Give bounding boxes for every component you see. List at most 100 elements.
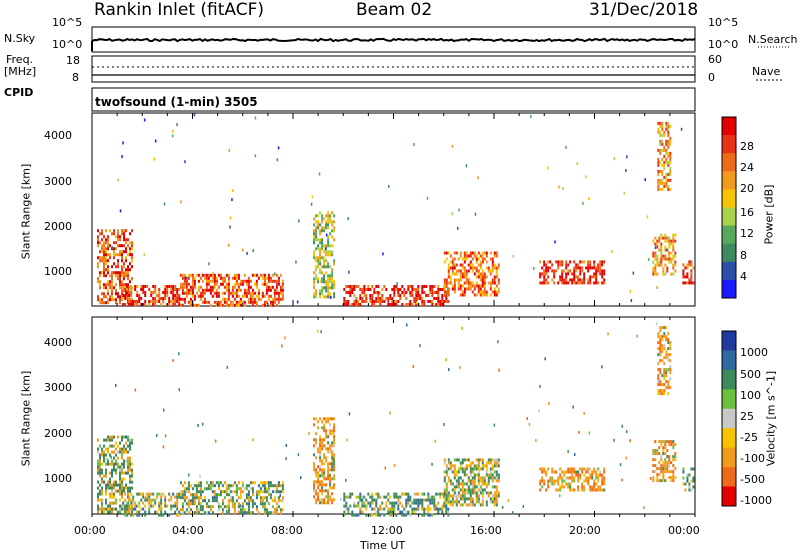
heatmap-cell: [317, 492, 320, 496]
heatmap-cell: [313, 465, 316, 469]
heatmap-cell: [421, 507, 424, 511]
power-cbar-tick: 12: [740, 227, 754, 240]
heatmap-cell: [131, 510, 133, 514]
heatmap-cell: [277, 499, 280, 503]
heatmap-cell: [435, 291, 438, 294]
heatmap-cell: [148, 300, 151, 303]
heatmap-cell: [636, 334, 638, 338]
heatmap-cell: [593, 485, 596, 489]
heatmap-cell: [672, 473, 675, 477]
heatmap-cell: [277, 294, 280, 298]
heatmap-cell: [317, 238, 320, 242]
heatmap-cell: [668, 242, 671, 246]
heatmap-cell: [664, 233, 667, 237]
heatmap-cell: [419, 294, 422, 297]
heatmap-cell: [543, 281, 546, 285]
heatmap-cell: [599, 470, 602, 474]
heatmap-cell: [479, 485, 482, 489]
heatmap-cell: [481, 284, 484, 288]
heatmap-cell: [263, 273, 266, 277]
heatmap-cell: [331, 459, 334, 463]
heatmap-cell: [99, 280, 101, 284]
heatmap-cell: [138, 300, 141, 303]
heatmap-cell: [103, 262, 105, 266]
heatmap-cell: [447, 251, 450, 255]
heatmap-cell: [686, 272, 689, 276]
heatmap-cell: [109, 286, 111, 290]
heatmap-cell: [661, 127, 664, 131]
heatmap-cell: [313, 241, 316, 245]
heatmap-cell: [483, 464, 486, 468]
heatmap-cell: [275, 273, 278, 277]
heatmap-cell: [471, 497, 474, 501]
heatmap-cell: [223, 490, 226, 494]
heatmap-cell: [551, 278, 554, 282]
heatmap-cell: [682, 275, 685, 279]
heatmap-cell: [667, 160, 670, 164]
heatmap-cell: [471, 479, 474, 483]
heatmap-cell: [130, 300, 133, 303]
heatmap-cell: [375, 510, 378, 514]
heatmap-cell: [567, 263, 570, 267]
heatmap-cell: [203, 487, 206, 491]
heatmap-cell: [539, 275, 542, 279]
heatmap-cell: [130, 513, 133, 517]
heatmap-cell: [477, 464, 480, 468]
heatmap-cell: [557, 476, 560, 480]
heatmap-cell: [123, 465, 125, 469]
heatmap-cell: [405, 498, 408, 502]
heatmap-cell: [333, 465, 336, 469]
heatmap-cell: [166, 291, 169, 294]
heatmap-cell: [115, 468, 117, 472]
heatmap-cell: [111, 295, 113, 299]
heatmap-cell: [97, 244, 99, 248]
heatmap-cell: [565, 272, 568, 276]
heatmap-cell: [203, 291, 206, 295]
heatmap-cell: [682, 467, 685, 471]
heatmap-cell: [597, 263, 600, 267]
heatmap-cell: [117, 456, 119, 460]
heatmap-cell: [105, 256, 107, 260]
heatmap-cell: [401, 303, 404, 306]
heatmap-cell: [261, 499, 264, 503]
heatmap-cell: [543, 479, 546, 483]
heatmap-cell: [127, 274, 129, 278]
heatmap-cell: [421, 504, 424, 508]
heatmap-cell: [117, 235, 119, 239]
heatmap-cell: [489, 284, 492, 288]
heatmap-cell: [373, 303, 376, 306]
heatmap-cell: [121, 250, 123, 254]
freq-panel-frame: [91, 55, 696, 83]
heatmap-cell: [121, 480, 123, 484]
heatmap-cell: [431, 285, 434, 288]
heatmap-cell: [265, 511, 268, 515]
heatmap-cell: [441, 297, 444, 300]
heatmap-cell: [275, 288, 278, 292]
heatmap-cell: [659, 142, 662, 146]
heatmap-cell: [317, 247, 320, 251]
heatmap-cell: [603, 470, 606, 474]
heatmap-cell: [583, 485, 586, 489]
heatmap-cell: [652, 464, 655, 468]
heatmap-cell: [325, 223, 328, 227]
heatmap-cell: [371, 495, 374, 499]
heatmap-cell: [144, 498, 147, 502]
heatmap-cell: [333, 259, 336, 263]
heatmap-cell: [317, 259, 320, 263]
heatmap-cell: [273, 496, 276, 500]
heatmap-cell: [417, 285, 420, 288]
heatmap-cell: [323, 295, 326, 299]
heatmap-cell: [667, 392, 670, 396]
heatmap-cell: [381, 288, 384, 291]
heatmap-cell: [475, 269, 478, 273]
heatmap-cell: [233, 481, 236, 485]
heatmap-cell: [323, 417, 326, 421]
heatmap-cell: [231, 294, 234, 298]
heatmap-cell: [128, 498, 131, 502]
heatmap-cell: [599, 269, 602, 273]
heatmap-cell: [109, 244, 111, 248]
heatmap-cell: [355, 495, 358, 499]
heatmap-cell: [569, 278, 572, 282]
heatmap-cell: [495, 500, 498, 504]
heatmap-cell: [129, 444, 131, 448]
